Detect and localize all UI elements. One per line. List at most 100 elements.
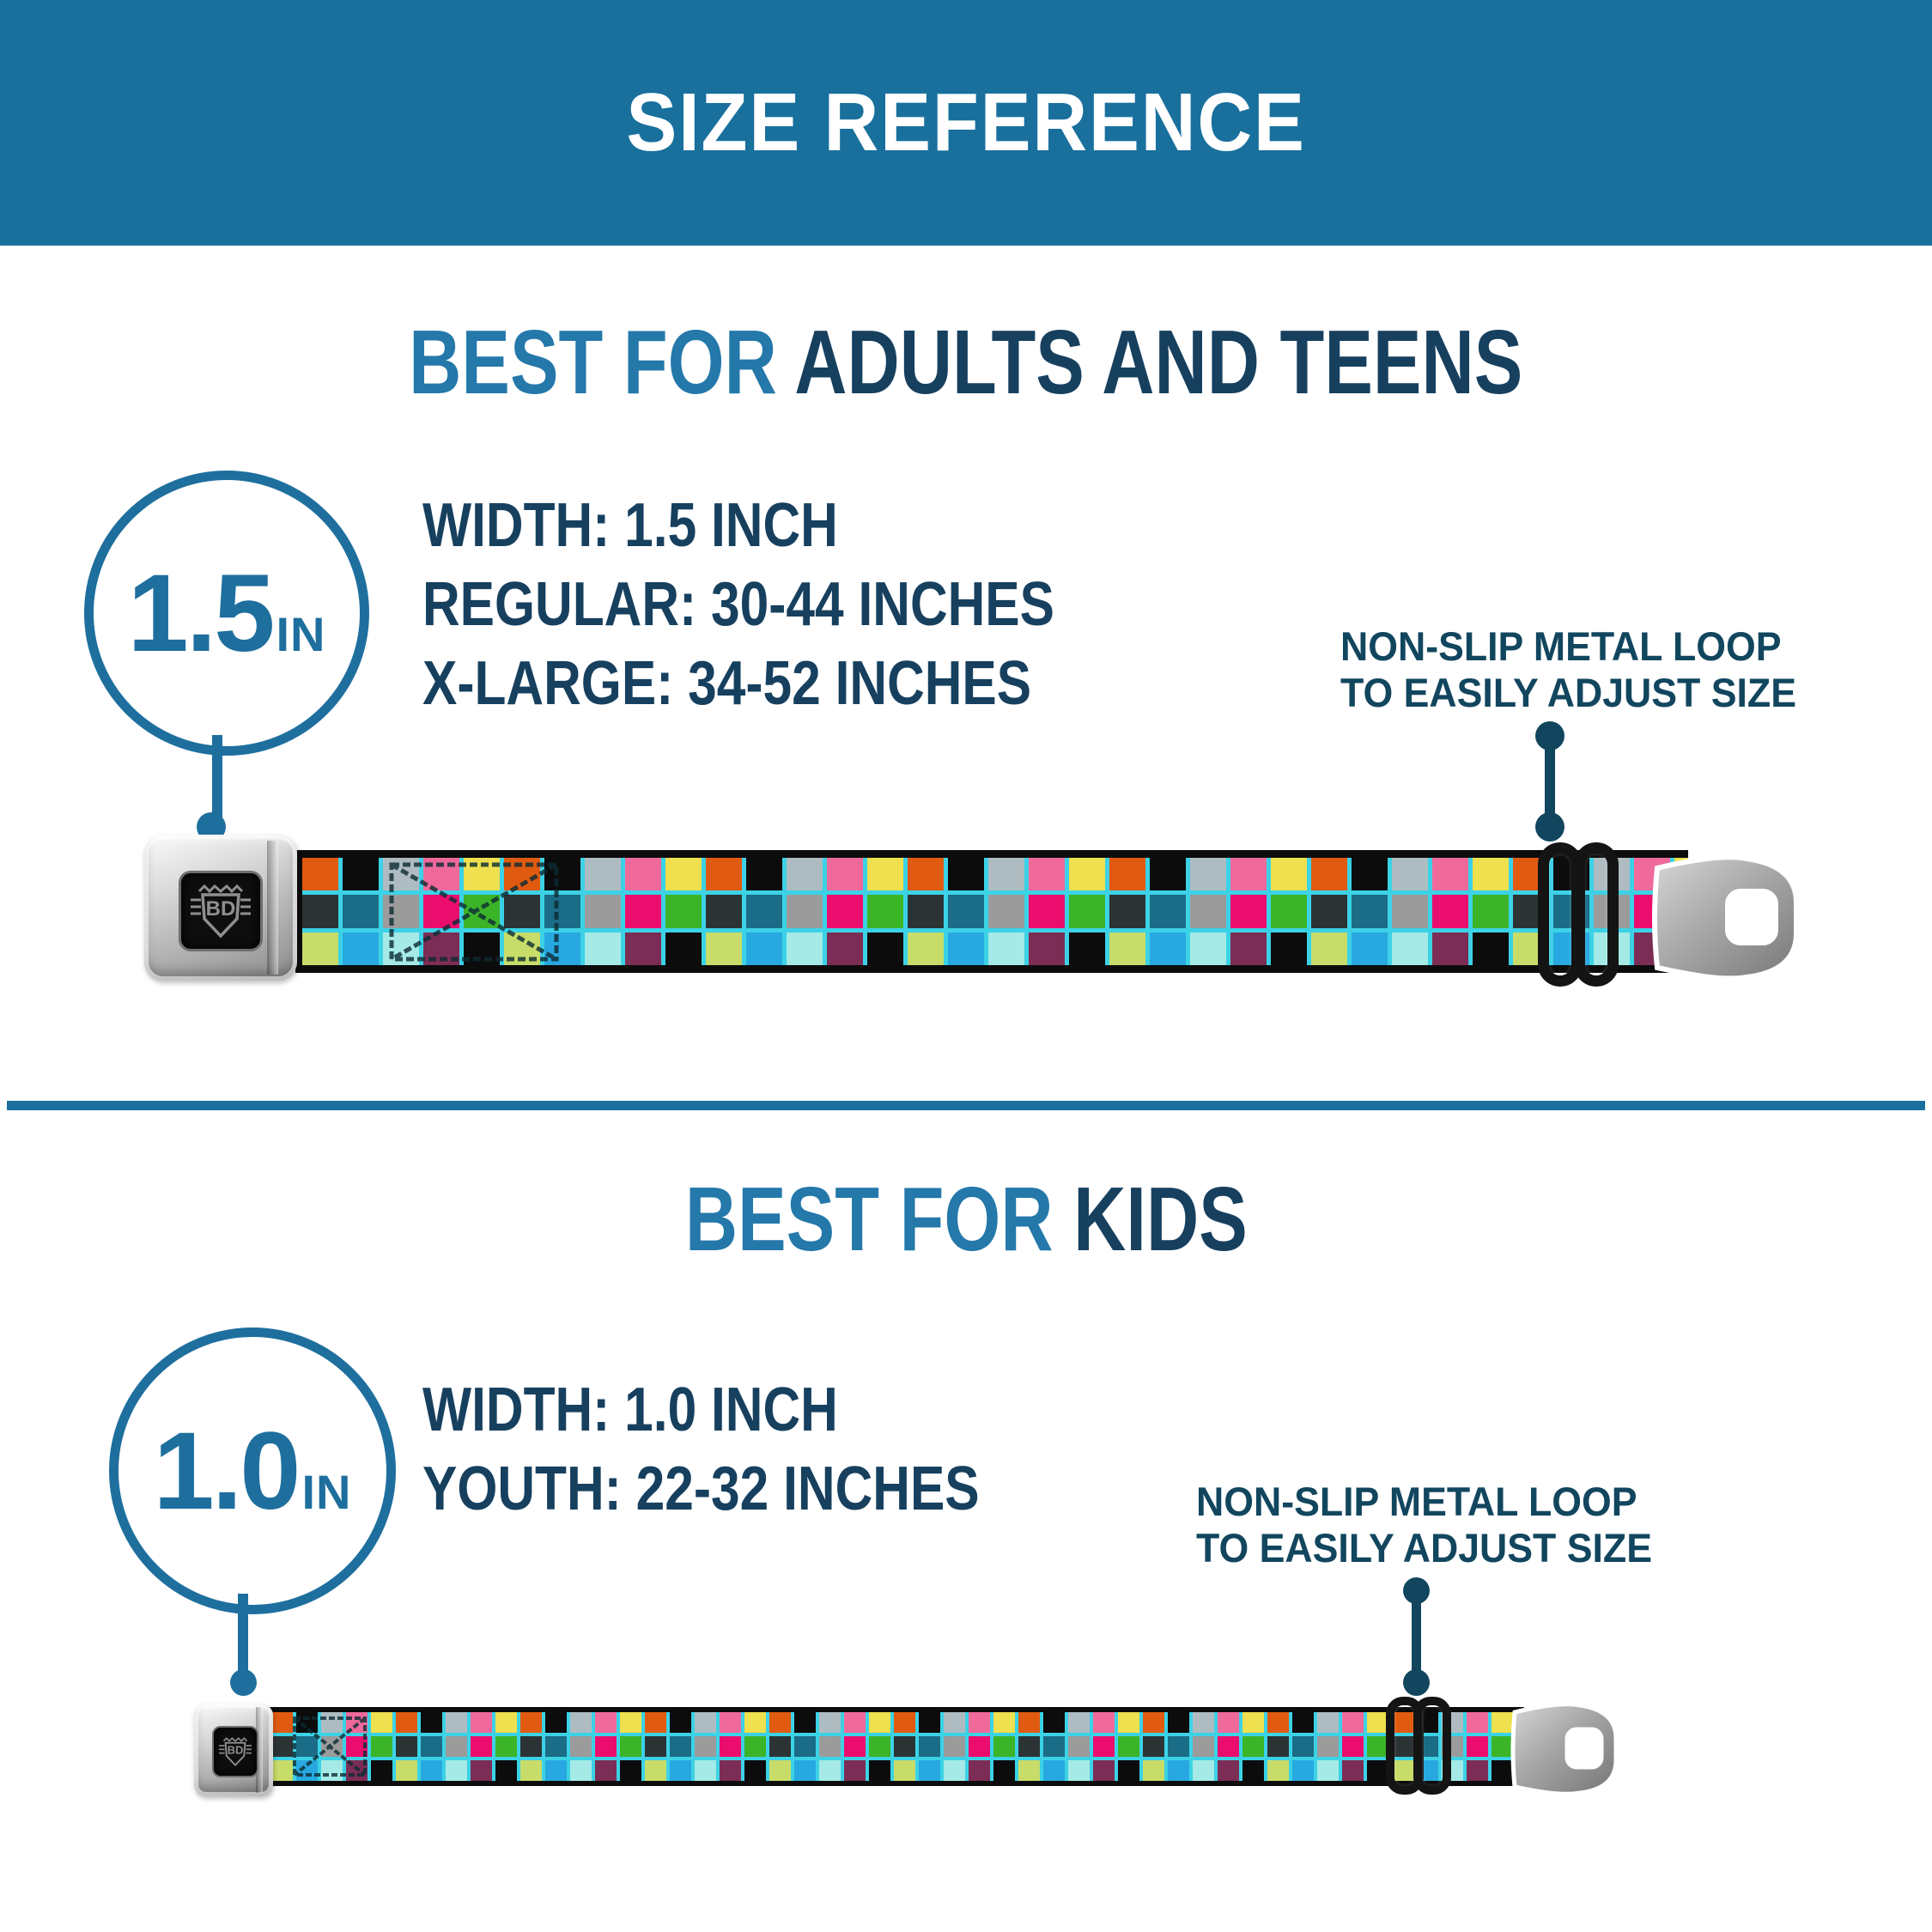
belt-pattern-column	[1467, 1712, 1488, 1781]
svg-text:BD: BD	[228, 1744, 244, 1757]
belt-pattern-cell-palecyan	[1317, 1760, 1339, 1781]
belt-pattern-cell-yellow	[1367, 1712, 1388, 1733]
belt-pattern-column	[869, 1712, 890, 1781]
adult-spec-xlarge: X-LARGE: 34-52 INCHES	[422, 649, 1032, 718]
belt-pattern-cell-orange	[1143, 1712, 1164, 1733]
heading-main: KIDS	[1072, 1169, 1248, 1270]
belt-pattern-cell-black	[371, 1760, 392, 1781]
belt-pattern-cell-gray	[383, 895, 419, 928]
belt-pattern-cell-magenta	[720, 1736, 741, 1757]
belt-pattern-cell-charcoal	[894, 1736, 915, 1757]
belt-pattern-column	[1492, 1712, 1513, 1781]
belt-pattern-column	[1352, 858, 1388, 965]
belt-pattern-column	[1311, 858, 1347, 965]
belt-pattern-cell-orange	[1267, 1712, 1289, 1733]
kids-callout-line	[1412, 1590, 1421, 1678]
belt-pattern-cell-palecyan	[819, 1760, 841, 1781]
belt-pattern-cell-pink	[1432, 858, 1468, 891]
belt-pattern-cell-green	[1118, 1736, 1139, 1757]
section-divider	[7, 1101, 1925, 1110]
belt-pattern-cell-silver	[1193, 1712, 1214, 1733]
belt-pattern-cell-plum	[1432, 932, 1468, 965]
belt-pattern-column	[570, 1712, 592, 1781]
adult-seatbelt-buckle: BD	[144, 835, 297, 981]
belt-pattern-cell-plum	[471, 1760, 492, 1781]
belt-pattern-cell-lime	[894, 1760, 915, 1781]
belt-pattern-cell-plum	[720, 1760, 741, 1781]
belt-pattern-cell-pink	[1342, 1712, 1364, 1733]
belt-pattern-cell-green	[993, 1736, 1015, 1757]
belt-pattern-column	[446, 1712, 467, 1781]
belt-pattern-cell-black	[1271, 932, 1307, 965]
kids-belt-strap	[266, 1707, 1524, 1786]
belt-pattern-cell-plum	[1467, 1760, 1488, 1781]
belt-pattern-cell-yellow	[1492, 1712, 1513, 1733]
belt-pattern-cell-pink	[595, 1712, 617, 1733]
belt-pattern-column	[1271, 858, 1307, 965]
belt-pattern-cell-teal	[545, 1736, 567, 1757]
kids-spec-width: WIDTH: 1.0 INCH	[422, 1376, 838, 1444]
kids-belt-stitching	[293, 1716, 367, 1777]
belt-pattern-column	[746, 858, 782, 965]
belt-pattern-cell-yellow	[665, 858, 702, 891]
belt-pattern-column	[383, 858, 419, 965]
belt-pattern-cell-lime	[520, 1760, 542, 1781]
page-title: SIZE REFERENCE	[626, 76, 1306, 168]
belt-pattern-cell-silver	[1190, 858, 1226, 891]
belt-pattern-cell-palecyan	[1392, 932, 1428, 965]
belt-pattern-column	[1473, 858, 1509, 965]
belt-pattern-cell-pink	[471, 1712, 492, 1733]
belt-pattern-column	[321, 1712, 343, 1781]
belt-pattern-cell-pink	[1029, 858, 1065, 891]
callout-line1: NON-SLIP METAL LOOP	[1340, 623, 1782, 669]
belt-pattern-column	[1150, 858, 1186, 965]
belt-pattern-cell-lime	[1267, 1760, 1289, 1781]
belt-pattern-cell-orange	[396, 1712, 417, 1733]
belt-pattern-column	[1093, 1712, 1115, 1781]
belt-pattern-column	[1118, 1712, 1139, 1781]
belt-pattern-cell-black	[744, 1760, 766, 1781]
belt-pattern-column	[1230, 858, 1267, 965]
belt-pattern-cell-teal	[1150, 895, 1186, 928]
belt-pattern-cell-magenta	[471, 1736, 492, 1757]
belt-pattern-cell-black	[1069, 932, 1105, 965]
belt-pattern-cell-magenta	[1342, 1736, 1364, 1757]
belt-pattern-cell-magenta	[969, 1736, 990, 1757]
belt-pattern-cell-orange	[908, 858, 944, 891]
belt-pattern-cell-green	[1492, 1736, 1513, 1757]
adult-width-badge: 1.5 IN	[84, 471, 369, 756]
belt-pattern-cell-orange	[271, 1712, 293, 1733]
svg-text:BD: BD	[206, 897, 236, 920]
belt-pattern-column	[769, 1712, 791, 1781]
belt-pattern-cell-yellow	[1271, 858, 1307, 891]
belt-pattern-cell-silver	[570, 1712, 592, 1733]
buckle-seam	[267, 840, 278, 975]
belt-pattern-cell-plum	[1342, 1760, 1364, 1781]
belt-pattern-cell-charcoal	[302, 895, 338, 928]
belt-pattern-column	[988, 858, 1024, 965]
belt-pattern-cell-skyblue	[794, 1760, 816, 1781]
adult-loop-callout: NON-SLIP METAL LOOP TO EASILY ADJUST SIZ…	[1329, 623, 1796, 716]
belt-pattern-column	[720, 1712, 741, 1781]
belt-pattern-cell-charcoal	[1311, 895, 1347, 928]
belt-pattern-cell-palecyan	[1068, 1760, 1090, 1781]
belt-pattern-cell-pink	[1218, 1712, 1239, 1733]
belt-pattern-cell-magenta	[1432, 895, 1468, 928]
belt-pattern-column	[495, 1712, 517, 1781]
belt-pattern-cell-pink	[1467, 1712, 1488, 1733]
belt-pattern-cell-black	[296, 1712, 318, 1733]
belt-pattern-cell-pink	[1093, 1712, 1115, 1733]
belt-pattern-cell-lime	[769, 1760, 791, 1781]
belt-pattern-cell-silver	[446, 1712, 467, 1733]
belt-pattern-cell-teal	[421, 1736, 442, 1757]
kids-specs: WIDTH: 1.0 INCH YOUTH: 22-32 INCHES	[422, 1370, 1085, 1528]
belt-pattern-cell-black	[1292, 1712, 1314, 1733]
belt-pattern-column	[1292, 1712, 1314, 1781]
belt-pattern-cell-magenta	[1467, 1736, 1488, 1757]
belt-pattern-column	[1193, 1712, 1214, 1781]
belt-pattern-cell-magenta	[625, 895, 661, 928]
belt-pattern-cell-skyblue	[1150, 932, 1186, 965]
belt-pattern-cell-charcoal	[271, 1736, 293, 1757]
belt-pattern-cell-black	[1043, 1712, 1065, 1733]
